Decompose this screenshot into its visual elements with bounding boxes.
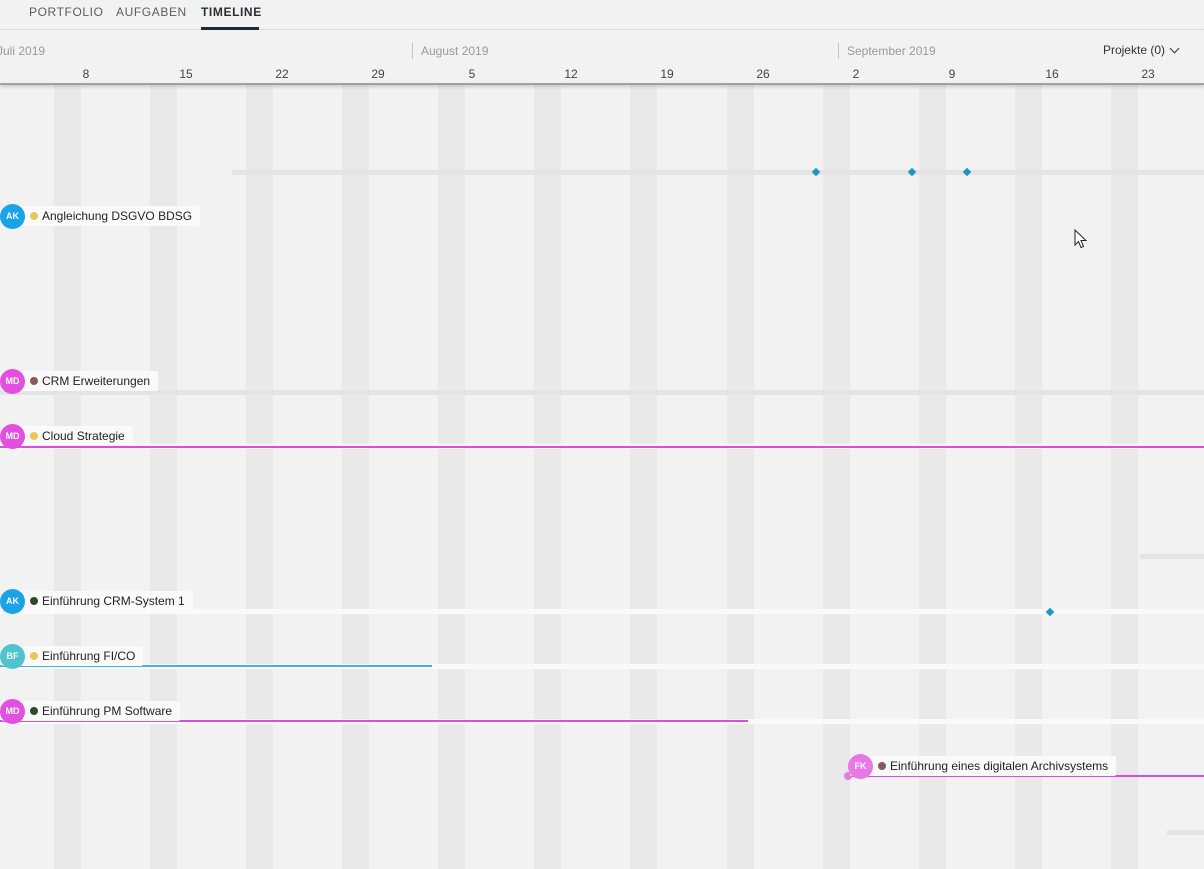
projects-dropdown-label: Projekte (0) bbox=[1102, 43, 1165, 57]
project-label-archivsystem[interactable]: FK Einführung eines digitalen Archivsyst… bbox=[848, 753, 1117, 779]
week-tick: 15 bbox=[179, 67, 193, 81]
project-label-crm-system-1[interactable]: AK Einführung CRM-System 1 bbox=[0, 588, 193, 614]
week-tick: 22 bbox=[275, 67, 289, 81]
project-label-dsgvo[interactable]: AK Angleichung DSGVO BDSG bbox=[0, 203, 201, 229]
weekend-column bbox=[438, 85, 465, 869]
project-label-pm-software[interactable]: MD Einführung PM Software bbox=[0, 698, 181, 724]
view-tabs: PORTFOLIO AUFGABEN TIMELINE bbox=[0, 0, 1204, 30]
status-dot-icon bbox=[30, 652, 38, 660]
timeline-track bbox=[1167, 830, 1204, 835]
month-label-august: August 2019 bbox=[421, 44, 489, 58]
tab-timeline[interactable]: TIMELINE bbox=[201, 5, 262, 19]
chevron-down-icon bbox=[1169, 43, 1180, 53]
weekend-column bbox=[246, 85, 273, 869]
project-name: Cloud Strategie bbox=[42, 429, 125, 443]
month-divider bbox=[838, 43, 839, 59]
avatar: BF bbox=[0, 643, 25, 669]
tab-portfolio[interactable]: PORTFOLIO bbox=[29, 5, 104, 19]
weekend-column bbox=[823, 85, 850, 869]
project-label-cloud-strategie[interactable]: MD Cloud Strategie bbox=[0, 423, 133, 449]
bar-start-handle[interactable] bbox=[844, 772, 852, 780]
timeline-track bbox=[1140, 554, 1204, 559]
week-tick: 29 bbox=[371, 67, 385, 81]
project-bar[interactable] bbox=[848, 775, 1204, 777]
weekend-column bbox=[54, 85, 81, 869]
timeline-track bbox=[0, 390, 1204, 395]
tab-aufgaben[interactable]: AUFGABEN bbox=[116, 5, 187, 19]
month-divider bbox=[412, 43, 413, 59]
project-name: Einführung CRM-System 1 bbox=[42, 594, 185, 608]
timeline-track bbox=[0, 664, 1204, 669]
status-dot-icon bbox=[30, 707, 38, 715]
weekend-column bbox=[919, 85, 946, 869]
active-tab-indicator bbox=[201, 27, 259, 30]
project-name: Einführung PM Software bbox=[42, 704, 173, 718]
timeline-track bbox=[0, 609, 1204, 614]
avatar: AK bbox=[0, 203, 25, 229]
week-tick: 19 bbox=[660, 67, 674, 81]
weekend-column bbox=[342, 85, 369, 869]
avatar: FK bbox=[848, 753, 873, 779]
weekend-column bbox=[630, 85, 657, 869]
month-label-july: Juli 2019 bbox=[0, 44, 46, 58]
weekend-column bbox=[727, 85, 754, 869]
week-tick: 26 bbox=[756, 67, 770, 81]
week-tick: 5 bbox=[468, 67, 476, 81]
project-label-crm-erweiterungen[interactable]: MD CRM Erweiterungen bbox=[0, 368, 159, 394]
project-bar[interactable] bbox=[0, 720, 748, 722]
project-name: Angleichung DSGVO BDSG bbox=[42, 209, 193, 223]
weekend-column bbox=[534, 85, 561, 869]
status-dot-icon bbox=[30, 377, 38, 385]
avatar: MD bbox=[0, 698, 25, 724]
timeline-canvas: AK Angleichung DSGVO BDSG MD CRM Erweite… bbox=[0, 85, 1204, 869]
status-dot-icon bbox=[30, 212, 38, 220]
weekend-column bbox=[150, 85, 177, 869]
timeline-track bbox=[232, 170, 1204, 175]
projects-dropdown[interactable]: Projekte (0) bbox=[1102, 43, 1180, 57]
avatar: MD bbox=[0, 368, 25, 394]
weekend-column bbox=[1015, 85, 1042, 869]
project-name: CRM Erweiterungen bbox=[42, 374, 151, 388]
project-label-fi-co[interactable]: BF Einführung FI/CO bbox=[0, 643, 144, 669]
status-dot-icon bbox=[878, 762, 886, 770]
project-name: Einführung FI/CO bbox=[42, 649, 136, 663]
week-tick: 16 bbox=[1045, 67, 1059, 81]
timeline-header: Juli 2019 August 2019 September 2019 8 1… bbox=[0, 31, 1204, 85]
week-tick: 23 bbox=[1141, 67, 1155, 81]
week-tick: 12 bbox=[564, 67, 578, 81]
avatar: AK bbox=[0, 588, 25, 614]
project-bar[interactable] bbox=[0, 665, 432, 667]
weekend-column bbox=[1111, 85, 1138, 869]
week-tick: 9 bbox=[948, 67, 956, 81]
month-label-september: September 2019 bbox=[847, 44, 936, 58]
avatar: MD bbox=[0, 423, 25, 449]
mouse-pointer-icon bbox=[1074, 229, 1088, 249]
week-tick: 2 bbox=[852, 67, 860, 81]
status-dot-icon bbox=[30, 432, 38, 440]
week-tick: 8 bbox=[82, 67, 90, 81]
project-bar[interactable] bbox=[0, 446, 1204, 448]
project-name: Einführung eines digitalen Archivsystems bbox=[890, 759, 1109, 773]
status-dot-icon bbox=[30, 597, 38, 605]
